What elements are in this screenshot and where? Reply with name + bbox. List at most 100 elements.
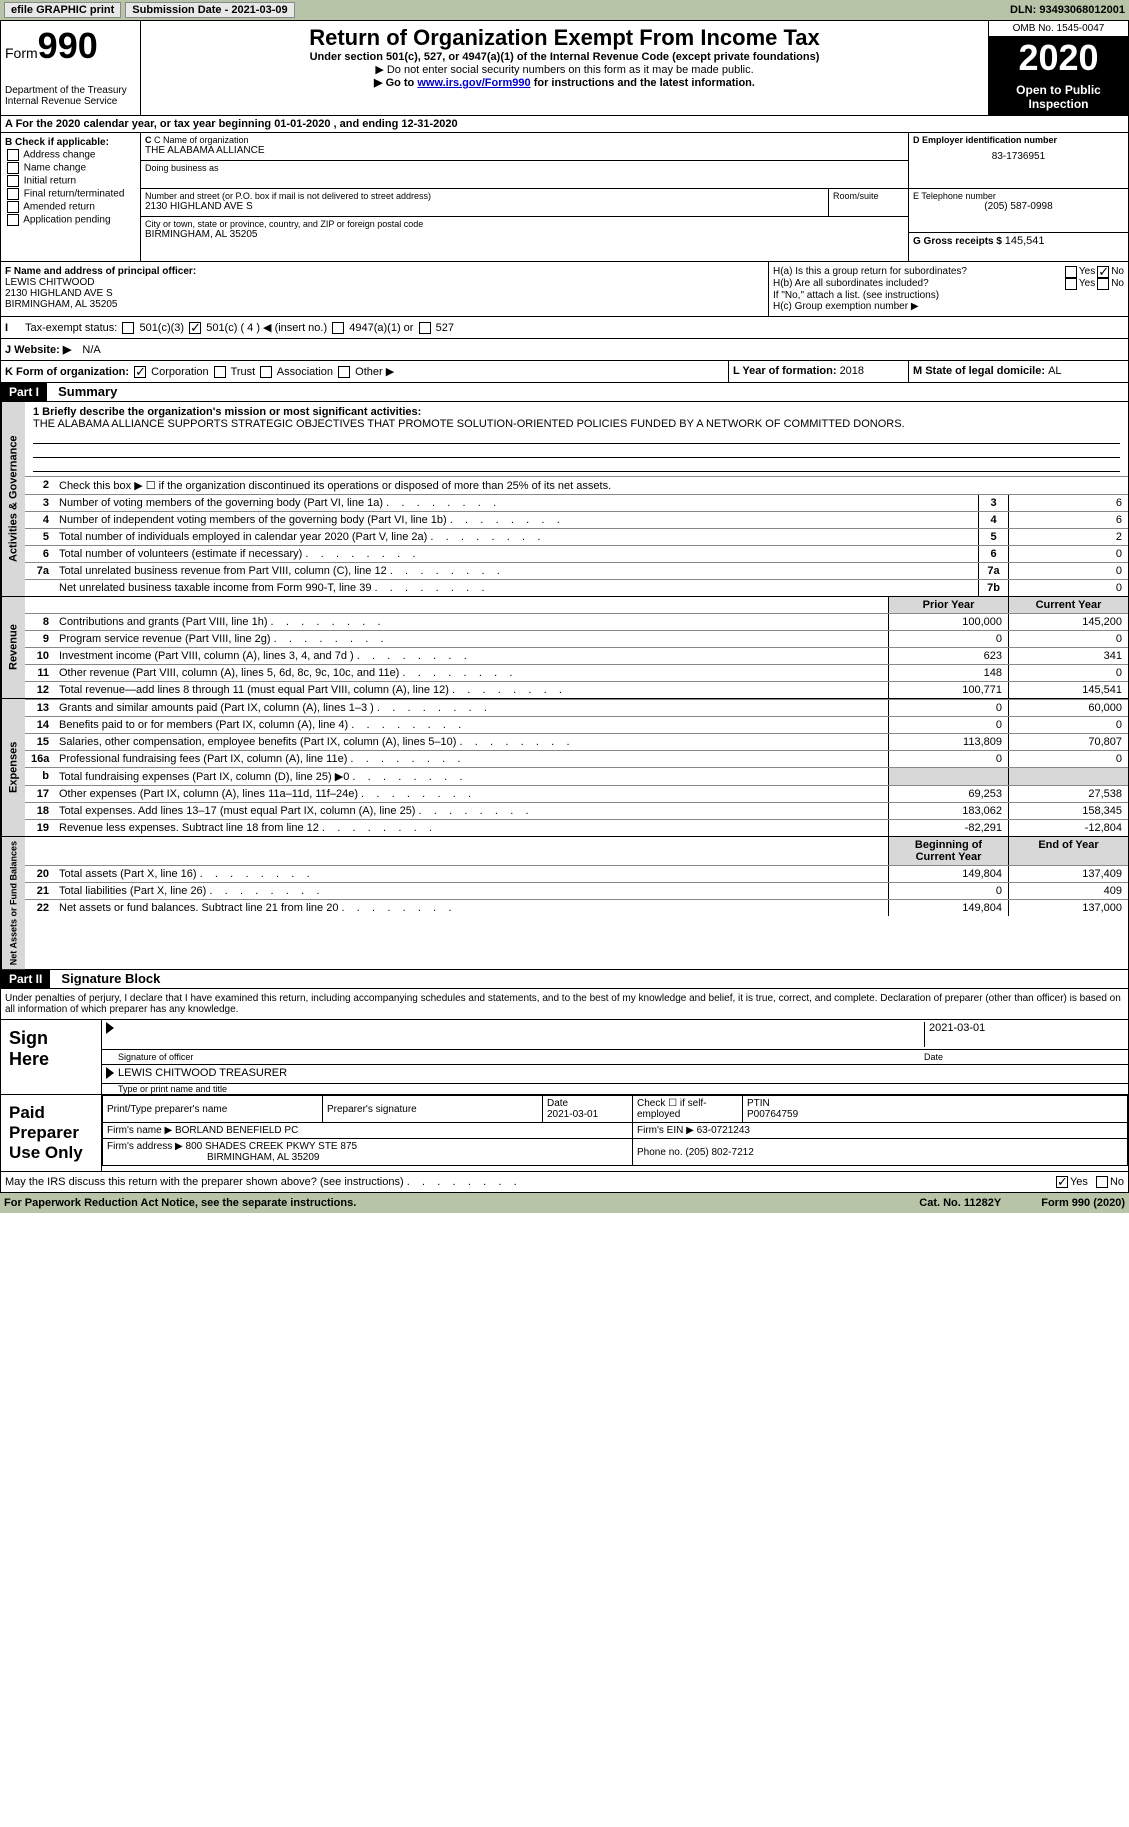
trust-check[interactable] — [214, 366, 226, 378]
data-row: 10Investment income (Part VIII, column (… — [25, 647, 1128, 664]
tax-status-label: Tax-exempt status: — [25, 322, 117, 334]
ha-yes[interactable] — [1065, 266, 1077, 278]
mission-label: 1 Briefly describe the organization's mi… — [33, 406, 1120, 418]
may-irs-yes[interactable] — [1056, 1176, 1068, 1188]
revenue-section: Revenue bPrior YearCurrent Year 8Contrib… — [0, 597, 1129, 699]
subtitle-2: ▶ Do not enter social security numbers o… — [145, 63, 984, 76]
firm-addr-label: Firm's address ▶ — [107, 1141, 186, 1152]
opt-527: 527 — [436, 322, 454, 334]
city: BIRMINGHAM, AL 35205 — [145, 229, 904, 240]
city-label: City or town, state or province, country… — [145, 219, 904, 229]
ein: 83-1736951 — [913, 151, 1124, 162]
corp-check[interactable] — [134, 366, 146, 378]
submission-label: Submission Date - — [132, 4, 231, 16]
klm-row: K Form of organization: Corporation Trus… — [0, 361, 1129, 383]
cat-no: Cat. No. 11282Y — [919, 1197, 1001, 1209]
opt-corp: Corporation — [151, 366, 208, 378]
data-row: 15Salaries, other compensation, employee… — [25, 733, 1128, 750]
opt-501c3: 501(c)(3) — [139, 322, 184, 334]
submission-btn[interactable]: Submission Date - 2021-03-09 — [125, 2, 294, 18]
data-row: 11Other revenue (Part VIII, column (A), … — [25, 664, 1128, 681]
paid-preparer-row: Paid Preparer Use Only Print/Type prepar… — [0, 1095, 1129, 1172]
ha-no[interactable] — [1097, 266, 1109, 278]
b-option[interactable]: Name change — [5, 162, 136, 174]
officer-typed-name: LEWIS CHITWOOD TREASURER — [118, 1067, 287, 1081]
website-label: J Website: ▶ — [5, 344, 71, 356]
section-f: F Name and address of principal officer:… — [1, 262, 768, 316]
form-number: 990 — [38, 25, 98, 66]
dln-value: 93493068012001 — [1039, 4, 1125, 16]
officer-addr2: BIRMINGHAM, AL 35205 — [5, 299, 764, 310]
sub3-post: for instructions and the latest informat… — [531, 77, 755, 89]
4947-check[interactable] — [332, 322, 344, 334]
assoc-check[interactable] — [260, 366, 272, 378]
data-row: 21Total liabilities (Part X, line 26)040… — [25, 882, 1128, 899]
b-option[interactable]: Application pending — [5, 214, 136, 226]
line2: Check this box ▶ ☐ if the organization d… — [55, 477, 1128, 494]
irs-link[interactable]: www.irs.gov/Form990 — [417, 77, 530, 89]
bottom-bar: For Paperwork Reduction Act Notice, see … — [0, 1193, 1129, 1213]
section-a: A For the 2020 calendar year, or tax yea… — [0, 116, 1129, 133]
gov-row: 3Number of voting members of the governi… — [25, 494, 1128, 511]
501c-check[interactable] — [189, 322, 201, 334]
hb-label: H(b) Are all subordinates included? — [773, 278, 1063, 290]
prep-date-label: Date — [547, 1098, 568, 1109]
sig-officer-label: Signature of officer — [118, 1052, 924, 1062]
phone: (205) 587-0998 — [913, 201, 1124, 212]
penalties-text: Under penalties of perjury, I declare th… — [0, 989, 1129, 1020]
part2-title: Signature Block — [53, 971, 160, 986]
mission-text: THE ALABAMA ALLIANCE SUPPORTS STRATEGIC … — [33, 418, 1120, 430]
yes-text2: Yes — [1079, 278, 1095, 290]
data-row: 18Total expenses. Add lines 13–17 (must … — [25, 802, 1128, 819]
header: Form990 Department of the Treasury Inter… — [0, 20, 1129, 116]
addr-label: Number and street (or P.O. box if mail i… — [145, 191, 824, 201]
part1-title: Summary — [50, 384, 117, 399]
f-label: F Name and address of principal officer: — [5, 266, 764, 277]
preparer-table: Print/Type preparer's name Preparer's si… — [102, 1095, 1128, 1166]
m-label: M State of legal domicile: — [913, 365, 1048, 377]
tax-status-row: I Tax-exempt status: 501(c)(3) 501(c) ( … — [0, 317, 1129, 339]
l-label: L Year of formation: — [733, 365, 840, 377]
other-check[interactable] — [338, 366, 350, 378]
sig-date: 2021-03-01 — [924, 1022, 1124, 1047]
data-row: 14Benefits paid to or for members (Part … — [25, 716, 1128, 733]
g-label: G Gross receipts $ — [913, 236, 1005, 247]
sign-here-row: Sign Here 2021-03-01 Signature of office… — [0, 1020, 1129, 1095]
ptin-label: PTIN — [747, 1098, 770, 1109]
section-b: B Check if applicable: Address change Na… — [1, 133, 141, 261]
gov-label: Activities & Governance — [1, 402, 25, 596]
no-text3: No — [1110, 1176, 1124, 1188]
efile-btn[interactable]: efile GRAPHIC print — [4, 2, 121, 18]
527-check[interactable] — [419, 322, 431, 334]
b-option[interactable]: Address change — [5, 149, 136, 161]
website-row: J Website: ▶ N/A — [0, 339, 1129, 361]
sig-arrow-icon — [106, 1022, 114, 1034]
gov-row: 7aTotal unrelated business revenue from … — [25, 562, 1128, 579]
firm-name-label: Firm's name ▶ — [107, 1125, 175, 1136]
type-name-label: Type or print name and title — [102, 1084, 1128, 1094]
room-label: Room/suite — [833, 191, 904, 201]
hb-no[interactable] — [1097, 278, 1109, 290]
part2-num: Part II — [1, 970, 50, 988]
ptin: P00764759 — [747, 1109, 798, 1120]
data-row: bTotal fundraising expenses (Part IX, co… — [25, 767, 1128, 785]
hb-yes[interactable] — [1065, 278, 1077, 290]
website-value: N/A — [82, 344, 100, 356]
dba-label: Doing business as — [145, 163, 904, 173]
no-text2: No — [1111, 278, 1124, 290]
b-option[interactable]: Initial return — [5, 175, 136, 187]
data-row: 20Total assets (Part X, line 16)149,8041… — [25, 865, 1128, 882]
501c3-check[interactable] — [122, 322, 134, 334]
firm-ein: 63-0721243 — [697, 1125, 750, 1136]
data-row: 16aProfessional fundraising fees (Part I… — [25, 750, 1128, 767]
firm-ein-label: Firm's EIN ▶ — [637, 1125, 697, 1136]
may-irs-no[interactable] — [1096, 1176, 1108, 1188]
officer-name: LEWIS CHITWOOD — [5, 277, 764, 288]
b-option[interactable]: Amended return — [5, 201, 136, 213]
data-row: 22Net assets or fund balances. Subtract … — [25, 899, 1128, 916]
b-option[interactable]: Final return/terminated — [5, 188, 136, 200]
state-domicile: AL — [1048, 365, 1061, 377]
b-label: B Check if applicable: — [5, 137, 136, 148]
governance-section: Activities & Governance 1 Briefly descri… — [0, 402, 1129, 597]
no-text: No — [1111, 266, 1124, 278]
